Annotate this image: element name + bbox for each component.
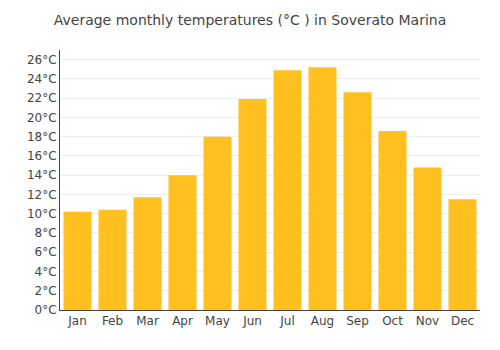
svg-text:18°C: 18°C (27, 130, 57, 144)
svg-text:10°C: 10°C (27, 207, 57, 221)
svg-text:Jun: Jun (242, 314, 262, 328)
svg-text:14°C: 14°C (27, 168, 57, 182)
svg-text:6°C: 6°C (35, 245, 57, 259)
svg-text:Aug: Aug (311, 314, 334, 328)
svg-text:16°C: 16°C (27, 149, 57, 163)
svg-text:0°C: 0°C (35, 303, 57, 317)
svg-text:Nov: Nov (416, 314, 439, 328)
svg-text:12°C: 12°C (27, 188, 57, 202)
svg-text:26°C: 26°C (27, 53, 57, 67)
svg-text:22°C: 22°C (27, 91, 57, 105)
svg-text:Sep: Sep (346, 314, 369, 328)
svg-text:8°C: 8°C (35, 226, 57, 240)
svg-text:Jul: Jul (279, 314, 294, 328)
svg-text:May: May (205, 314, 230, 328)
svg-text:Average monthly temperatures (: Average monthly temperatures (°C ) in So… (54, 12, 447, 28)
svg-text:Jan: Jan (67, 314, 87, 328)
svg-text:20°C: 20°C (27, 111, 57, 125)
svg-text:4°C: 4°C (35, 265, 57, 279)
svg-text:Dec: Dec (451, 314, 474, 328)
svg-text:Oct: Oct (382, 314, 403, 328)
svg-text:Mar: Mar (136, 314, 159, 328)
svg-text:24°C: 24°C (27, 72, 57, 86)
svg-text:Apr: Apr (172, 314, 193, 328)
svg-text:Feb: Feb (102, 314, 123, 328)
svg-text:2°C: 2°C (35, 284, 57, 298)
